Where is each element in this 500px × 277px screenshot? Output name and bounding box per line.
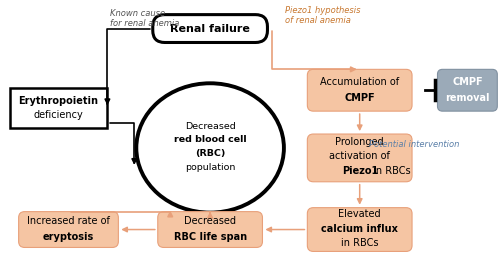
FancyBboxPatch shape <box>308 208 412 252</box>
Text: Piezo1 hypothesis
of renal anemia: Piezo1 hypothesis of renal anemia <box>285 6 360 25</box>
Text: removal: removal <box>445 93 490 103</box>
Text: Renal failure: Renal failure <box>170 24 250 34</box>
Text: population: population <box>185 163 236 172</box>
FancyBboxPatch shape <box>308 69 412 111</box>
Text: Prolonged: Prolonged <box>336 137 384 147</box>
Text: CMPF: CMPF <box>452 77 482 87</box>
Text: RBC life span: RBC life span <box>174 232 246 242</box>
FancyBboxPatch shape <box>438 69 498 111</box>
FancyBboxPatch shape <box>158 212 262 247</box>
Text: eryptosis: eryptosis <box>43 232 94 242</box>
Text: in RBCs: in RBCs <box>370 166 410 176</box>
Text: Accumulation of: Accumulation of <box>320 77 400 87</box>
Text: calcium influx: calcium influx <box>322 224 398 234</box>
Text: CMPF: CMPF <box>344 93 375 103</box>
Text: activation of: activation of <box>330 151 390 161</box>
Text: Decreased: Decreased <box>184 122 236 130</box>
FancyBboxPatch shape <box>18 212 118 247</box>
Text: Known cause
for renal anemia: Known cause for renal anemia <box>110 9 180 28</box>
FancyBboxPatch shape <box>153 15 268 42</box>
Text: Decreased: Decreased <box>184 216 236 225</box>
FancyBboxPatch shape <box>308 134 412 182</box>
Text: Potential intervention: Potential intervention <box>370 140 460 149</box>
Ellipse shape <box>136 83 284 213</box>
Text: Erythropoietin: Erythropoietin <box>18 96 98 106</box>
Text: Elevated: Elevated <box>338 209 381 219</box>
Text: Piezo1: Piezo1 <box>342 166 378 176</box>
Bar <box>10 88 108 128</box>
Text: Increased rate of: Increased rate of <box>27 216 110 225</box>
Text: deficiency: deficiency <box>34 110 84 120</box>
Text: (RBC): (RBC) <box>195 149 226 158</box>
Text: red blood cell: red blood cell <box>174 135 246 145</box>
Text: in RBCs: in RBCs <box>341 238 378 248</box>
